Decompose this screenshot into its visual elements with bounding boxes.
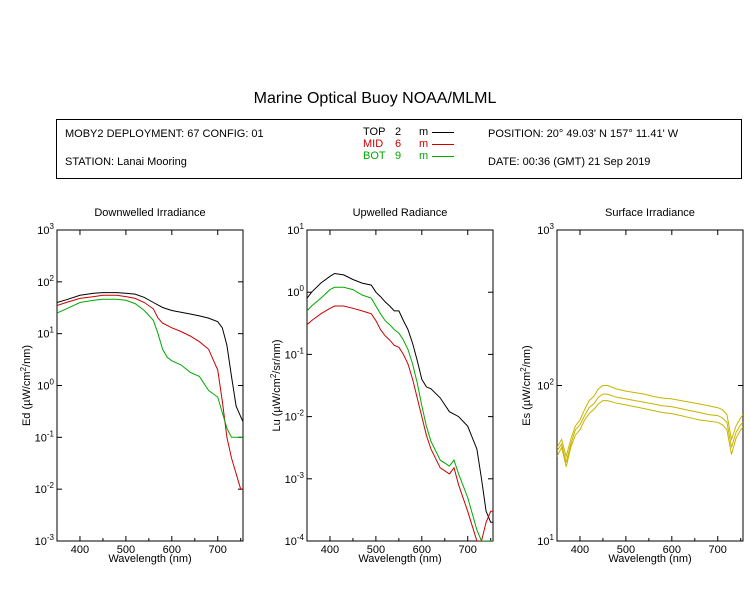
y-tick-label: 102 <box>37 274 54 289</box>
y-tick-label: 101 <box>37 326 54 341</box>
y-tick-label: 103 <box>537 222 554 237</box>
series-line-top <box>307 272 493 523</box>
x-tick-label: 600 <box>163 544 181 556</box>
y-tick-label: 10-2 <box>285 409 305 424</box>
page-title: Marine Optical Buoy NOAA/MLML <box>253 90 497 107</box>
series-line-bot <box>307 286 493 541</box>
series-line-0 <box>557 385 743 459</box>
x-tick-label: 500 <box>117 544 135 556</box>
x-tick-label: 600 <box>663 544 681 556</box>
legend-swatch <box>432 155 455 157</box>
y-tick-label: 10-1 <box>35 429 55 444</box>
y-tick-label: 103 <box>37 222 54 237</box>
y-tick-label: 10-3 <box>35 533 55 548</box>
x-tick-label: 700 <box>459 544 477 556</box>
position-label: POSITION: 20° 49.03' N 157° 11.41' W <box>488 128 679 140</box>
y-tick-label: 10-1 <box>285 346 305 361</box>
legend-unit: m <box>419 150 429 162</box>
legend-unit: m <box>419 126 429 138</box>
legend-entry-top: TOP 2 m <box>363 126 455 138</box>
legend-name: TOP <box>363 126 386 138</box>
x-tick-label: 700 <box>709 544 727 556</box>
info-box: MOBY2 DEPLOYMENT: 67 CONFIG: 01 STATION:… <box>56 119 742 179</box>
legend-entry-mid: MID 6 m <box>363 138 455 150</box>
legend-depth: 6 <box>395 138 402 150</box>
x-axis-label: Wavelength (nm) <box>358 553 441 565</box>
y-tick-label: 100 <box>37 378 54 393</box>
x-tick-label: 400 <box>571 544 589 556</box>
station-label: STATION: Lanai Mooring <box>65 156 187 168</box>
y-tick-label: 10-2 <box>35 481 55 496</box>
y-axis-label: Es (µW/cm2/nm) <box>519 345 533 425</box>
plot-frame <box>306 229 494 542</box>
legend-name: BOT <box>363 150 386 162</box>
y-tick-label: 101 <box>287 222 304 237</box>
x-tick-label: 500 <box>367 544 385 556</box>
x-tick-label: 400 <box>321 544 339 556</box>
legend-depth: 2 <box>395 126 402 138</box>
series-line-1 <box>557 393 743 463</box>
x-tick-label: 400 <box>71 544 89 556</box>
y-axis-label: Lu (µW/cm2/sr/nm) <box>269 339 283 431</box>
date-label: DATE: 00:36 (GMT) 21 Sep 2019 <box>488 156 651 168</box>
legend-unit: m <box>419 138 429 150</box>
x-tick-label: 500 <box>617 544 635 556</box>
series-line-bot <box>57 298 243 438</box>
x-axis-label: Wavelength (nm) <box>108 553 191 565</box>
plot-frame <box>556 229 744 542</box>
y-axis-label: Ed (µW/cm2/nm) <box>19 345 33 426</box>
y-tick-label: 10-4 <box>285 533 305 548</box>
plot-frame <box>56 229 244 542</box>
legend-swatch <box>432 131 455 133</box>
series-line-top <box>57 292 243 422</box>
chart-title: Upwelled Radiance <box>353 207 448 219</box>
x-tick-label: 700 <box>209 544 227 556</box>
legend-entry-bot: BOT 9 m <box>363 150 455 162</box>
legend-depth: 9 <box>395 150 402 162</box>
series-line-mid <box>57 294 243 490</box>
legend-swatch <box>432 143 455 145</box>
chart-title: Downwelled Irradiance <box>94 207 205 219</box>
series-line-mid <box>307 305 493 541</box>
legend-name: MID <box>363 138 384 150</box>
x-tick-label: 600 <box>413 544 431 556</box>
y-tick-label: 102 <box>537 378 554 393</box>
series-line-2 <box>557 400 743 467</box>
deployment-label: MOBY2 DEPLOYMENT: 67 CONFIG: 01 <box>65 128 264 140</box>
y-tick-label: 100 <box>287 284 304 299</box>
y-tick-label: 101 <box>537 533 554 548</box>
y-tick-label: 10-3 <box>285 471 305 486</box>
chart-title: Surface Irradiance <box>605 207 695 219</box>
x-axis-label: Wavelength (nm) <box>608 553 691 565</box>
